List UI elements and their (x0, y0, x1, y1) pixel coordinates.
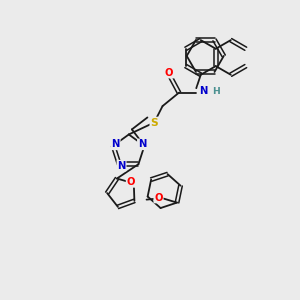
Text: N: N (111, 139, 120, 149)
Text: O: O (127, 177, 135, 187)
Text: H: H (212, 87, 220, 96)
Text: N: N (117, 161, 126, 171)
Text: N: N (199, 86, 207, 96)
Text: S: S (150, 118, 158, 128)
Text: O: O (154, 193, 163, 202)
Text: O: O (165, 68, 173, 78)
Text: N: N (138, 139, 146, 149)
